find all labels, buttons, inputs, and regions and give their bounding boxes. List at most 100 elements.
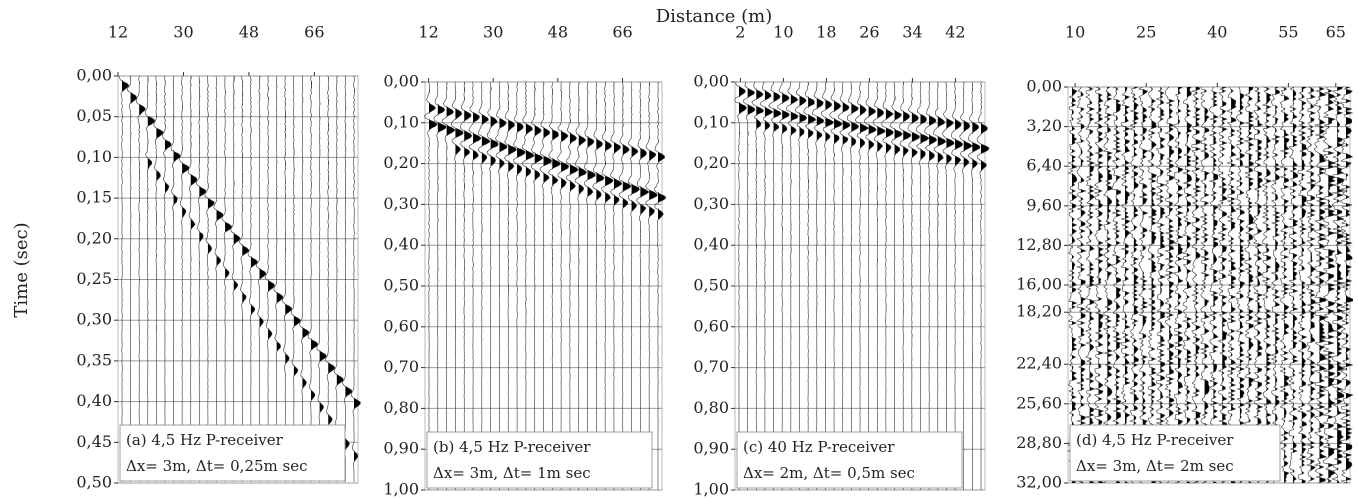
y-tick-label: 0,40 [76,391,112,410]
wiggle-trace [1322,86,1337,484]
wiggle-fill [1116,87,1122,483]
wiggle-trace [601,81,614,490]
wiggle-fill [508,82,517,490]
y-tick-label: 12,80 [1016,235,1062,254]
x-tick-label: 30 [483,23,503,42]
wiggle-traces [118,75,361,483]
wiggle-trace [118,75,130,482]
wiggle-trace [1252,86,1264,484]
wiggle-fill [1213,87,1219,483]
wiggle-trace [1330,86,1346,484]
wiggle-trace [829,81,843,490]
y-tick-label: 0,20 [693,153,729,172]
y-tick-label: 0,30 [76,310,112,329]
wiggle-traces [734,81,990,490]
wiggle-trace [350,75,361,482]
y-tick-label: 32,00 [1016,473,1062,492]
wiggle-trace [264,75,275,482]
y-tick-label: 0,20 [383,153,419,172]
wiggle-fill [1169,87,1175,483]
wiggle-trace [144,75,155,482]
y-tick-label: 28,80 [1016,433,1062,452]
wiggle-trace [1270,86,1282,484]
wiggle-trace [592,81,605,490]
wiggle-trace [1093,86,1105,484]
wiggle-trace [433,81,447,490]
wiggle-fill [1257,87,1263,483]
wiggle-trace [1120,87,1131,484]
wiggle-trace [1102,86,1114,484]
x-tick-label: 10 [1065,23,1085,42]
wiggle-trace [495,81,508,490]
y-tick-label: 0,80 [383,398,419,417]
wiggle-trace [1085,86,1096,484]
wiggle-trace [968,81,981,490]
wiggle-trace [136,75,146,482]
x-tick-label: 48 [239,23,259,42]
wiggle-fill [481,82,490,490]
x-tick-label: 12 [108,23,128,42]
wiggle-trace [1313,86,1328,484]
y-tick-label: 0,80 [693,398,729,417]
wiggle-trace [521,81,535,490]
annotation-text: Δx= 2m, Δt= 0,5m sec [743,464,915,482]
wiggle-trace [512,81,526,490]
wiggle-fill [1151,87,1157,483]
y-tick-label: 0,50 [383,276,419,295]
x-tick-label: 65 [1326,23,1346,42]
wiggle-trace [179,75,190,482]
wiggle-trace [1111,86,1123,484]
wiggle-trace [1164,86,1176,484]
y-tick-label: 0,70 [383,357,419,376]
x-tick-label: 25 [1136,23,1156,42]
wiggle-trace [786,81,799,490]
wiggle-trace [424,81,438,490]
y-tick-label: 0,10 [383,112,419,131]
wiggle-trace [1217,86,1229,484]
x-tick-label: 40 [1207,23,1227,42]
wiggle-trace [734,81,747,490]
y-tick-label: 22,40 [1016,354,1062,373]
annotation-text: Δx= 3m, Δt= 1m sec [433,464,591,482]
wiggle-trace [803,81,817,490]
x-tick-label: 34 [902,23,922,42]
y-tick-label: 0,40 [693,235,729,254]
wiggle-trace [924,82,938,490]
annotation-text: Δx= 3m, Δt= 0,25m sec [126,457,308,475]
y-tick-label: 0,45 [76,432,112,451]
wiggle-fill [1337,87,1344,483]
x-tick-label: 26 [859,23,879,42]
x-tick-label: 48 [548,23,568,42]
wiggle-trace [187,75,198,482]
wiggle-trace [213,75,224,482]
x-tick-label: 55 [1278,23,1298,42]
y-tick-label: 1,00 [693,480,729,498]
wiggle-trace [316,75,327,482]
wiggle-fill [799,82,807,490]
wiggle-fill [756,82,764,490]
wiggle-trace [153,75,164,482]
wiggle-trace [486,82,499,490]
wiggle-trace [557,81,570,490]
wiggle-trace [743,81,756,490]
wiggle-trace [1155,86,1167,484]
wiggle-trace [539,81,552,490]
x-tick-label: 12 [418,23,438,42]
annotation-box [1069,424,1281,482]
wiggle-trace [846,81,860,490]
wiggle-fill [173,76,181,483]
wiggle-fill [1072,87,1077,483]
x-tick-label: 42 [945,23,965,42]
wiggle-trace [273,76,284,482]
wiggle-trace [794,82,808,490]
wiggle-trace [504,82,517,490]
wiggle-trace [281,75,293,482]
wiggle-fill [429,82,438,490]
x-tick-label: 66 [304,23,324,42]
wiggle-trace [460,81,473,490]
y-tick-label: 0,60 [693,316,729,335]
wiggle-trace [907,81,920,490]
wiggle-trace [1138,86,1149,484]
wiggle-trace [915,81,930,490]
